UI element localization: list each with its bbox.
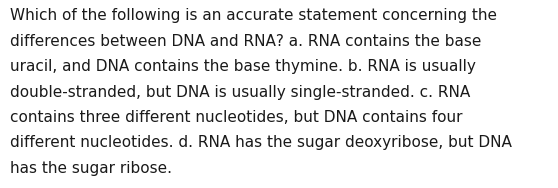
Text: uracil, and DNA contains the base thymine. b. RNA is usually: uracil, and DNA contains the base thymin… (10, 59, 476, 74)
Text: differences between DNA and RNA? a. RNA contains the base: differences between DNA and RNA? a. RNA … (10, 34, 482, 49)
Text: double-stranded, but DNA is usually single-stranded. c. RNA: double-stranded, but DNA is usually sing… (10, 85, 470, 100)
Text: Which of the following is an accurate statement concerning the: Which of the following is an accurate st… (10, 8, 497, 24)
Text: contains three different nucleotides, but DNA contains four: contains three different nucleotides, bu… (10, 110, 463, 125)
Text: has the sugar ribose.: has the sugar ribose. (10, 161, 172, 176)
Text: different nucleotides. d. RNA has the sugar deoxyribose, but DNA: different nucleotides. d. RNA has the su… (10, 135, 512, 150)
